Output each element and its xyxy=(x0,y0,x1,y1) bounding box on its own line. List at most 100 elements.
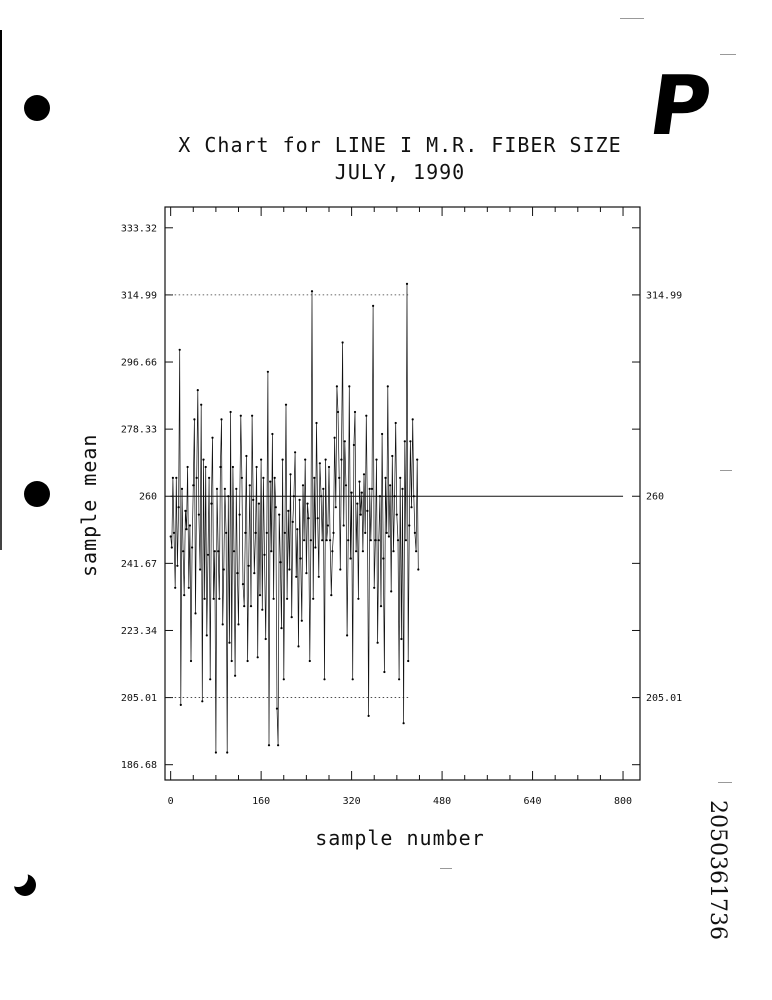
scan-speck xyxy=(440,868,452,869)
sample-point xyxy=(350,491,353,494)
sample-point xyxy=(214,751,217,754)
sample-point xyxy=(270,550,273,553)
y-tick-label: 186.68 xyxy=(121,760,157,771)
sample-point xyxy=(275,707,279,710)
sample-point xyxy=(291,520,294,524)
sample-point xyxy=(172,531,176,535)
sample-point xyxy=(292,495,295,498)
sample-point xyxy=(235,487,238,490)
sample-point xyxy=(351,678,354,681)
sample-point xyxy=(412,495,415,498)
sample-point xyxy=(202,458,205,461)
sample-point xyxy=(286,597,289,600)
sample-point xyxy=(253,572,256,575)
sample-point xyxy=(217,550,220,553)
sample-point xyxy=(210,502,213,505)
x-tick-label: 480 xyxy=(433,796,451,807)
sample-point xyxy=(330,594,333,597)
sample-point xyxy=(192,484,195,487)
sample-point xyxy=(409,440,412,443)
sample-point xyxy=(213,550,216,553)
sample-point xyxy=(177,506,180,509)
sample-point xyxy=(309,539,312,542)
sample-point xyxy=(355,550,358,553)
y-tick-label: 223.34 xyxy=(121,626,157,637)
sample-point xyxy=(384,476,387,479)
sample-point xyxy=(336,410,340,414)
sample-point xyxy=(386,385,389,388)
sample-point xyxy=(333,436,336,439)
sample-point xyxy=(209,678,212,681)
sample-point xyxy=(365,414,368,417)
sample-point xyxy=(374,539,377,542)
y-axis-label: sample mean xyxy=(77,433,101,577)
sample-point xyxy=(395,513,398,516)
sample-point xyxy=(332,531,335,535)
sample-point xyxy=(366,509,369,512)
sample-point xyxy=(248,484,251,487)
sample-point xyxy=(334,506,337,509)
sample-point xyxy=(359,513,362,516)
sample-point xyxy=(227,495,230,498)
sample-point xyxy=(308,659,311,663)
sample-point xyxy=(170,546,173,549)
sample-point xyxy=(188,524,191,527)
sample-point xyxy=(400,637,403,641)
sample-point xyxy=(370,487,374,490)
sample-point xyxy=(290,616,293,619)
sample-point xyxy=(367,714,370,718)
sample-point xyxy=(228,641,231,644)
sample-point xyxy=(326,524,329,527)
y-tick-label: 260 xyxy=(139,492,157,503)
sample-point xyxy=(315,421,318,425)
sample-point xyxy=(265,531,268,535)
sample-point xyxy=(171,476,174,479)
sample-point xyxy=(191,546,194,549)
document-number: 2050361736 xyxy=(705,800,730,940)
sample-point xyxy=(305,572,308,575)
sample-point xyxy=(352,443,355,447)
sample-point xyxy=(393,495,396,498)
sample-point xyxy=(307,517,310,520)
sample-point xyxy=(238,513,241,516)
sample-point xyxy=(254,531,257,535)
sample-point xyxy=(246,659,249,663)
sample-point xyxy=(215,487,219,490)
sample-point xyxy=(415,550,418,553)
right-limit-label: 205.01 xyxy=(646,693,682,704)
sample-point xyxy=(376,641,379,644)
sample-point xyxy=(372,304,375,307)
sample-point xyxy=(331,550,334,553)
sample-point xyxy=(223,487,226,490)
sample-point xyxy=(231,465,234,469)
y-tick-label: 241.67 xyxy=(121,559,157,570)
scan-speck xyxy=(720,470,732,471)
sample-point xyxy=(218,597,221,600)
sample-point xyxy=(252,498,255,501)
x-tick-label: 320 xyxy=(343,796,361,807)
sample-point xyxy=(269,480,272,483)
sample-point xyxy=(378,495,381,498)
sample-point xyxy=(325,539,328,542)
sample-point xyxy=(212,597,215,600)
sample-point xyxy=(283,531,286,535)
sample-point xyxy=(183,594,186,597)
x-axis-label: sample number xyxy=(315,826,485,850)
sample-point xyxy=(262,476,265,479)
sample-point xyxy=(301,484,305,487)
y-tick-label: 296.66 xyxy=(121,358,157,369)
sample-point xyxy=(413,531,416,535)
sample-point xyxy=(189,659,193,663)
sample-point xyxy=(245,454,248,458)
sample-point xyxy=(197,513,200,516)
sample-point xyxy=(383,670,386,674)
sample-point xyxy=(201,700,204,703)
sample-point xyxy=(303,539,306,542)
sample-point xyxy=(339,568,342,571)
sample-point xyxy=(410,506,413,509)
sample-point xyxy=(236,572,239,575)
sample-point xyxy=(274,506,277,509)
chart-subtitle: JULY, 1990 xyxy=(334,160,466,184)
scan-speck xyxy=(620,18,644,19)
